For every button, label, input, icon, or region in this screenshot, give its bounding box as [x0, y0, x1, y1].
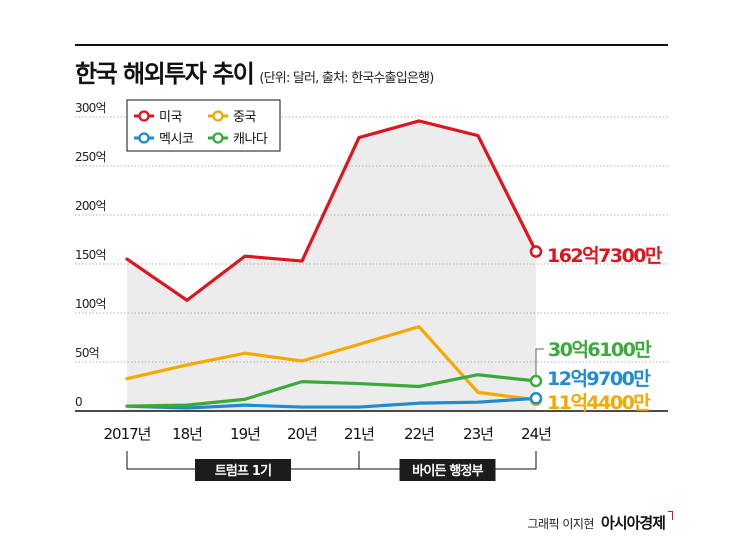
series-line-캐나다: [125, 373, 538, 408]
series-line-미국: [125, 119, 538, 302]
period-badge-트럼프 1기: [195, 459, 291, 481]
end-marker-멕시코: [529, 392, 543, 405]
xtick-label-24년: 24년: [521, 425, 551, 443]
end-marker-캐나다: [529, 374, 543, 388]
brand-logo: 아시아경제: [600, 514, 666, 532]
xtick-label-21년: 21년: [344, 425, 374, 443]
chart-subtitle: (단위: 달러, 출처: 한국수출입은행): [259, 71, 434, 86]
end-label-멕시코: 12억9700만: [547, 368, 651, 390]
top-rule: [75, 44, 668, 46]
legend-swatch-marker-멕시코: [138, 132, 150, 144]
xtick-label-20년: 20년: [287, 425, 317, 443]
legend-swatch-marker-캐나다: [212, 132, 224, 144]
leader-line-캐나다: [535, 348, 544, 376]
xtick-label-23년: 23년: [463, 425, 493, 443]
ytick-label-150억: 150억: [75, 248, 106, 262]
ytick-label-250억: 250억: [75, 150, 106, 164]
legend-swatch-marker-미국: [138, 110, 150, 122]
legend-label-멕시코: 멕시코: [159, 132, 194, 147]
brand-mark-icon: [668, 511, 673, 520]
legend-label-중국: 중국: [233, 110, 256, 125]
ytick-label-200억: 200억: [75, 199, 106, 213]
ytick-label-300억: 300억: [75, 101, 106, 115]
ytick-label-0: 0: [75, 395, 82, 409]
end-marker-미국: [529, 245, 543, 258]
xtick-label-19년: 19년: [230, 425, 260, 443]
series-line-중국: [125, 325, 538, 402]
period-label-바이든 행정부: 바이든 행정부: [412, 463, 484, 479]
area-fill-미국: [127, 120, 536, 412]
xtick-label-22년: 22년: [404, 425, 434, 443]
header: 한국 해외투자 추이 (단위: 달러, 출처: 한국수출입은행): [75, 54, 434, 89]
end-label-중국: 11억4400만: [547, 392, 651, 414]
ytick-label-50억: 50억: [75, 346, 99, 360]
xtick-label-18년: 18년: [172, 425, 202, 443]
chart-title: 한국 해외투자 추이: [75, 60, 255, 88]
legend-label-미국: 미국: [159, 110, 182, 125]
end-label-캐나다: 30억6100만: [548, 339, 652, 361]
legend-swatch-marker-중국: [212, 110, 224, 122]
credit: 그래픽 이지현 아시아경제: [527, 511, 673, 533]
end-label-미국: 162억7300만: [547, 245, 663, 267]
series-line-멕시코: [125, 396, 538, 410]
period-badge-바이든 행정부: [399, 459, 496, 481]
ytick-label-100억: 100억: [75, 297, 106, 311]
period-label-트럼프 1기: 트럼프 1기: [215, 464, 272, 479]
credit-text: 그래픽 이지현: [527, 517, 594, 531]
legend-box: [126, 99, 281, 152]
legend-label-캐나다: 캐나다: [233, 132, 268, 147]
xtick-label-2017년: 2017년: [104, 425, 151, 443]
